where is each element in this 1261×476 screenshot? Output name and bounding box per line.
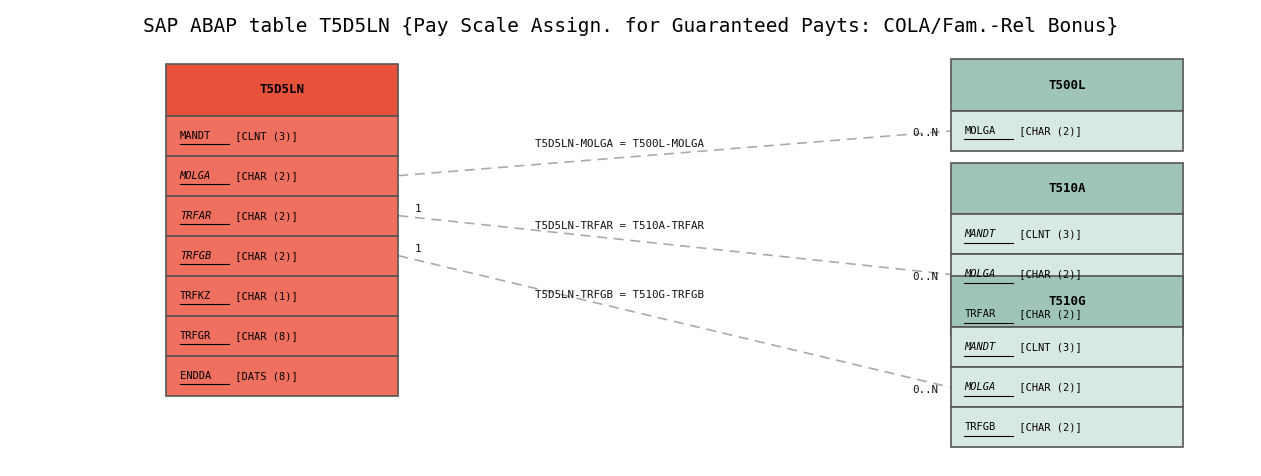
Text: [CHAR (2)]: [CHAR (2)]	[228, 211, 298, 221]
Text: [CHAR (2)]: [CHAR (2)]	[1014, 309, 1082, 319]
Text: [CHAR (2)]: [CHAR (2)]	[1014, 382, 1082, 392]
Text: TRFAR: TRFAR	[965, 309, 996, 319]
Text: TRFKZ: TRFKZ	[180, 291, 211, 301]
Bar	[166, 236, 398, 276]
Text: T510A: T510A	[1048, 182, 1086, 195]
Text: TRFAR: TRFAR	[180, 211, 211, 221]
Bar	[166, 276, 398, 316]
Text: MOLGA: MOLGA	[965, 126, 996, 136]
Text: [CHAR (2)]: [CHAR (2)]	[1014, 269, 1082, 279]
Text: [CHAR (8)]: [CHAR (8)]	[228, 331, 298, 341]
Text: MANDT: MANDT	[180, 131, 211, 141]
Text: T510G: T510G	[1048, 295, 1086, 308]
Bar	[951, 295, 1183, 335]
Text: T5D5LN-TRFAR = T510A-TRFAR: T5D5LN-TRFAR = T510A-TRFAR	[535, 221, 704, 231]
Bar	[951, 255, 1183, 295]
Bar	[166, 64, 398, 116]
Text: ENDDA: ENDDA	[180, 371, 211, 381]
Text: MOLGA: MOLGA	[180, 171, 211, 181]
Text: MOLGA: MOLGA	[965, 269, 996, 279]
Text: [DATS (8)]: [DATS (8)]	[228, 371, 298, 381]
Text: T5D5LN-MOLGA = T500L-MOLGA: T5D5LN-MOLGA = T500L-MOLGA	[535, 139, 704, 149]
Text: TRFGB: TRFGB	[965, 422, 996, 432]
Text: TRFGB: TRFGB	[180, 251, 211, 261]
Bar	[166, 316, 398, 356]
Text: [CHAR (2)]: [CHAR (2)]	[1014, 422, 1082, 432]
Bar	[166, 196, 398, 236]
Text: 1: 1	[415, 244, 421, 254]
Bar	[951, 327, 1183, 367]
Text: T5D5LN-TRFGB = T510G-TRFGB: T5D5LN-TRFGB = T510G-TRFGB	[535, 290, 704, 300]
Text: [CHAR (2)]: [CHAR (2)]	[228, 251, 298, 261]
Bar	[951, 111, 1183, 151]
Bar	[951, 215, 1183, 255]
Text: 0..N: 0..N	[912, 129, 938, 139]
Text: [CHAR (2)]: [CHAR (2)]	[1014, 126, 1082, 136]
Text: MOLGA: MOLGA	[965, 382, 996, 392]
Bar	[951, 163, 1183, 215]
Text: [CHAR (1)]: [CHAR (1)]	[228, 291, 298, 301]
Text: MANDT: MANDT	[965, 342, 996, 352]
Bar	[951, 59, 1183, 111]
Bar	[166, 116, 398, 156]
Text: 1: 1	[415, 204, 421, 214]
Text: TRFGR: TRFGR	[180, 331, 211, 341]
Text: T5D5LN: T5D5LN	[260, 83, 305, 96]
Text: 0..N: 0..N	[912, 385, 938, 395]
Bar	[166, 356, 398, 396]
Text: MANDT: MANDT	[965, 229, 996, 239]
Text: SAP ABAP table T5D5LN {Pay Scale Assign. for Guaranteed Payts: COLA/Fam.-Rel Bon: SAP ABAP table T5D5LN {Pay Scale Assign.…	[142, 17, 1119, 36]
Bar	[951, 367, 1183, 407]
Text: [CHAR (2)]: [CHAR (2)]	[228, 171, 298, 181]
Text: [CLNT (3)]: [CLNT (3)]	[1014, 342, 1082, 352]
Bar	[951, 276, 1183, 327]
Bar	[166, 156, 398, 196]
Text: [CLNT (3)]: [CLNT (3)]	[1014, 229, 1082, 239]
Bar	[951, 407, 1183, 447]
Text: [CLNT (3)]: [CLNT (3)]	[228, 131, 298, 141]
Text: 0..N: 0..N	[912, 272, 938, 282]
Text: T500L: T500L	[1048, 79, 1086, 91]
